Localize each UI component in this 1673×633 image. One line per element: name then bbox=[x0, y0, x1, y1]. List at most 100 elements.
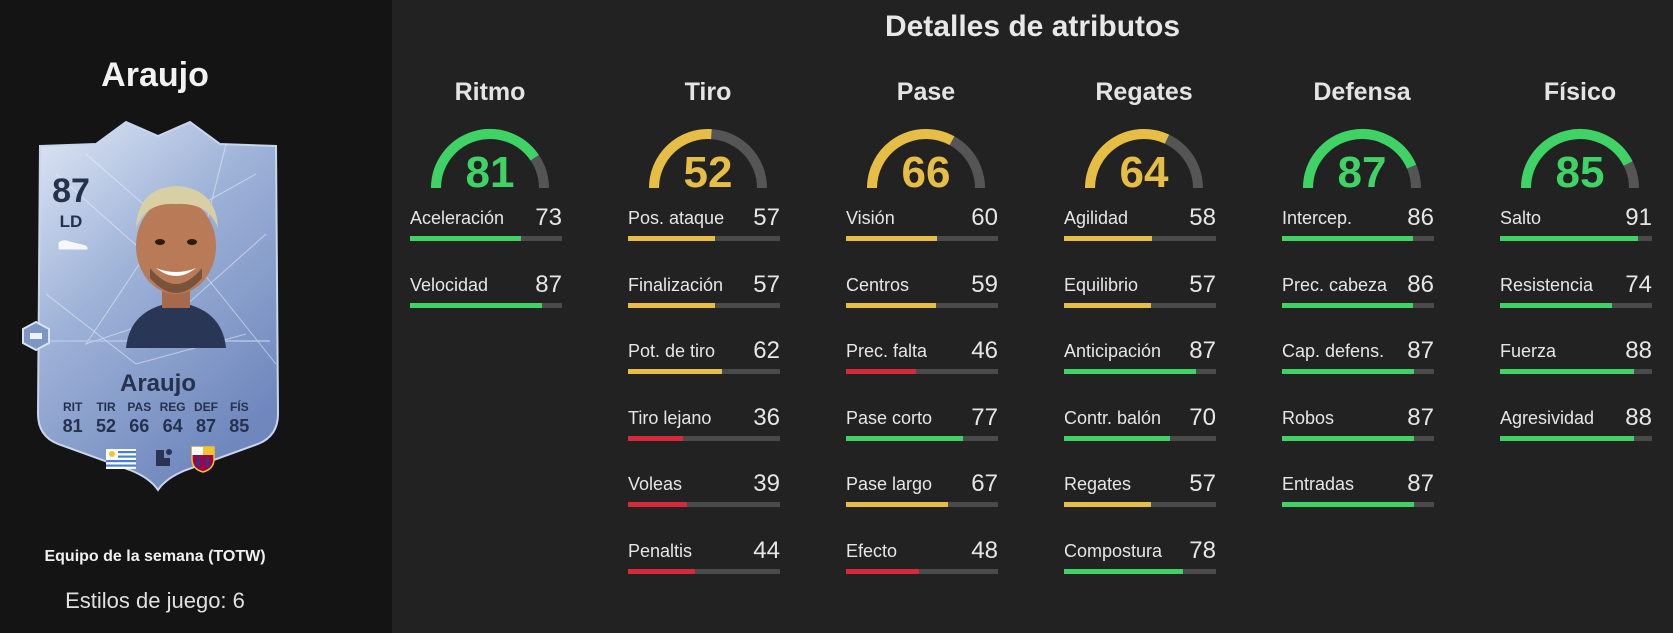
stat-value: 44 bbox=[753, 536, 780, 564]
stat-bar-track bbox=[1282, 502, 1434, 507]
player-card[interactable]: 87 LD Araujo RIT 81 TIR 52 PAS 66 REG 64 DEF… bbox=[22, 114, 290, 494]
playstyles-count: Estilos de juego: 6 bbox=[65, 588, 245, 613]
totw-badge-icon bbox=[22, 320, 50, 352]
stat-bar-fill bbox=[846, 502, 948, 507]
stat-name: Agresividad bbox=[1500, 407, 1595, 428]
stat-row[interactable]: Anticipación 87 bbox=[1064, 337, 1224, 408]
stat-row[interactable]: Intercep. 86 bbox=[1282, 204, 1442, 275]
stat-row[interactable]: Contr. balón 70 bbox=[1064, 404, 1224, 475]
stat-name: Tiro lejano bbox=[628, 407, 712, 428]
stat-row[interactable]: Pase largo 67 bbox=[846, 470, 1006, 541]
stat-row[interactable]: Compostura 78 bbox=[1064, 537, 1224, 608]
stat-value: 48 bbox=[971, 536, 998, 564]
category-value: 81 bbox=[465, 148, 515, 197]
stat-bar-fill bbox=[1064, 236, 1153, 241]
stat-row[interactable]: Aceleración 73 bbox=[410, 204, 570, 275]
stat-name: Velocidad bbox=[410, 274, 489, 295]
stat-value: 87 bbox=[535, 270, 562, 298]
player-name: Araujo bbox=[101, 56, 209, 94]
card-stat-reg: REG 64 bbox=[159, 400, 186, 436]
stat-bar-track bbox=[846, 502, 998, 507]
stat-value: 57 bbox=[753, 270, 780, 298]
promo-label: Equipo de la semana (TOTW) bbox=[44, 548, 266, 565]
stat-bar-fill bbox=[628, 236, 715, 241]
stat-row[interactable]: Velocidad 87 bbox=[410, 271, 570, 342]
stat-bar-track bbox=[1500, 302, 1652, 308]
gauge-arc bbox=[431, 129, 549, 189]
stat-name: Pase largo bbox=[846, 474, 933, 494]
stat-row[interactable]: Visión 60 bbox=[846, 204, 1006, 275]
stat-bar-track bbox=[846, 302, 998, 308]
stat-row[interactable]: Agilidad 58 bbox=[1064, 204, 1224, 275]
stat-row[interactable]: Equilibrio 57 bbox=[1064, 271, 1224, 342]
gauge-arc bbox=[1303, 129, 1421, 189]
stat-value: 87 bbox=[1407, 337, 1434, 364]
stat-bar-fill bbox=[410, 236, 521, 241]
stat-row[interactable]: Robos 87 bbox=[1282, 404, 1442, 475]
stat-bar-fill bbox=[1500, 435, 1634, 441]
gauge-fill bbox=[1303, 129, 1417, 189]
attribute-column-fisico: Físico 85 Salto 91 Resistencia 74 Fuerza 88 Agre… bbox=[1500, 78, 1660, 474]
stat-value: 86 bbox=[1407, 270, 1434, 298]
stat-value: 91 bbox=[1625, 204, 1652, 231]
stat-row[interactable]: Tiro lejano 36 bbox=[628, 404, 788, 475]
stat-bar-track bbox=[1064, 369, 1216, 374]
stat-value: 57 bbox=[753, 204, 780, 231]
stat-row[interactable]: Penaltis 44 bbox=[628, 537, 788, 608]
category-title: Defensa bbox=[1313, 78, 1411, 106]
stat-bar-track bbox=[1064, 502, 1216, 507]
stat-row[interactable]: Regates 57 bbox=[1064, 470, 1224, 541]
card-icons bbox=[106, 444, 216, 474]
stat-bar-fill bbox=[1064, 369, 1197, 374]
stat-row[interactable]: Entradas 87 bbox=[1282, 470, 1442, 541]
stat-row[interactable]: Voleas 39 bbox=[628, 470, 788, 541]
stat-bar-fill bbox=[628, 302, 715, 308]
stat-row[interactable]: Pos. ataque 57 bbox=[628, 204, 788, 275]
category-value: 87 bbox=[1337, 148, 1387, 197]
stat-bar-track bbox=[628, 502, 780, 507]
stat-name: Fuerza bbox=[1500, 341, 1557, 361]
stat-bar-track bbox=[628, 236, 780, 241]
stat-value: 87 bbox=[1189, 337, 1216, 364]
stat-value: 59 bbox=[971, 270, 998, 298]
gauge-fill bbox=[649, 129, 712, 189]
stat-row[interactable]: Cap. defens. 87 bbox=[1282, 337, 1442, 408]
stat-name: Finalización bbox=[628, 274, 724, 295]
stat-value: 46 bbox=[971, 337, 998, 364]
stat-row[interactable]: Resistencia 74 bbox=[1500, 271, 1660, 342]
stat-name: Salto bbox=[1500, 208, 1542, 228]
attribute-column-defensa: Defensa 87 Intercep. 86 Prec. cabeza 86 Cap. d… bbox=[1282, 78, 1442, 541]
stat-row[interactable]: Centros 59 bbox=[846, 271, 1006, 342]
card-overall-rating: 87 bbox=[52, 172, 90, 210]
stat-bar-fill bbox=[1500, 236, 1639, 241]
stat-bar-track bbox=[1064, 302, 1216, 308]
stat-value: 70 bbox=[1189, 403, 1216, 431]
stat-row[interactable]: Fuerza 88 bbox=[1500, 337, 1660, 408]
stat-name: Pos. ataque bbox=[628, 208, 725, 228]
stat-value: 78 bbox=[1189, 536, 1216, 564]
stat-row[interactable]: Prec. cabeza 86 bbox=[1282, 271, 1442, 342]
stat-row[interactable]: Salto 91 bbox=[1500, 204, 1660, 275]
card-player-name: Araujo bbox=[119, 370, 196, 397]
stat-row[interactable]: Prec. falta 46 bbox=[846, 337, 1006, 408]
stat-row[interactable]: Finalización 57 bbox=[628, 271, 788, 342]
category-title: Ritmo bbox=[454, 78, 526, 106]
stat-bar-fill bbox=[410, 302, 543, 308]
stat-name: Resistencia bbox=[1500, 274, 1594, 295]
stat-value: 73 bbox=[535, 204, 562, 231]
card-stat-pas: PAS 66 bbox=[127, 400, 152, 436]
stat-row[interactable]: Pase corto 77 bbox=[846, 404, 1006, 475]
stat-value: 74 bbox=[1625, 270, 1652, 298]
card-stats: RIT 81 TIR 52 PAS 66 REG 64 DEF 87 FÍS 85 bbox=[56, 400, 256, 437]
stat-bar-track bbox=[1064, 435, 1216, 441]
stat-row[interactable]: Pot. de tiro 62 bbox=[628, 337, 788, 408]
stat-bar-fill bbox=[846, 302, 936, 308]
gauge-arc bbox=[649, 129, 767, 189]
attribute-column-ritmo: Ritmo 81 Aceleración 73 Velocidad 87 bbox=[410, 78, 570, 341]
stat-row[interactable]: Efecto 48 bbox=[846, 537, 1006, 608]
stat-bar-track bbox=[1500, 369, 1652, 374]
stat-row[interactable]: Agresividad 88 bbox=[1500, 404, 1660, 475]
category-gauge: 66 bbox=[861, 120, 991, 197]
stat-bar-track bbox=[846, 435, 998, 441]
stat-bar-track bbox=[846, 369, 998, 374]
